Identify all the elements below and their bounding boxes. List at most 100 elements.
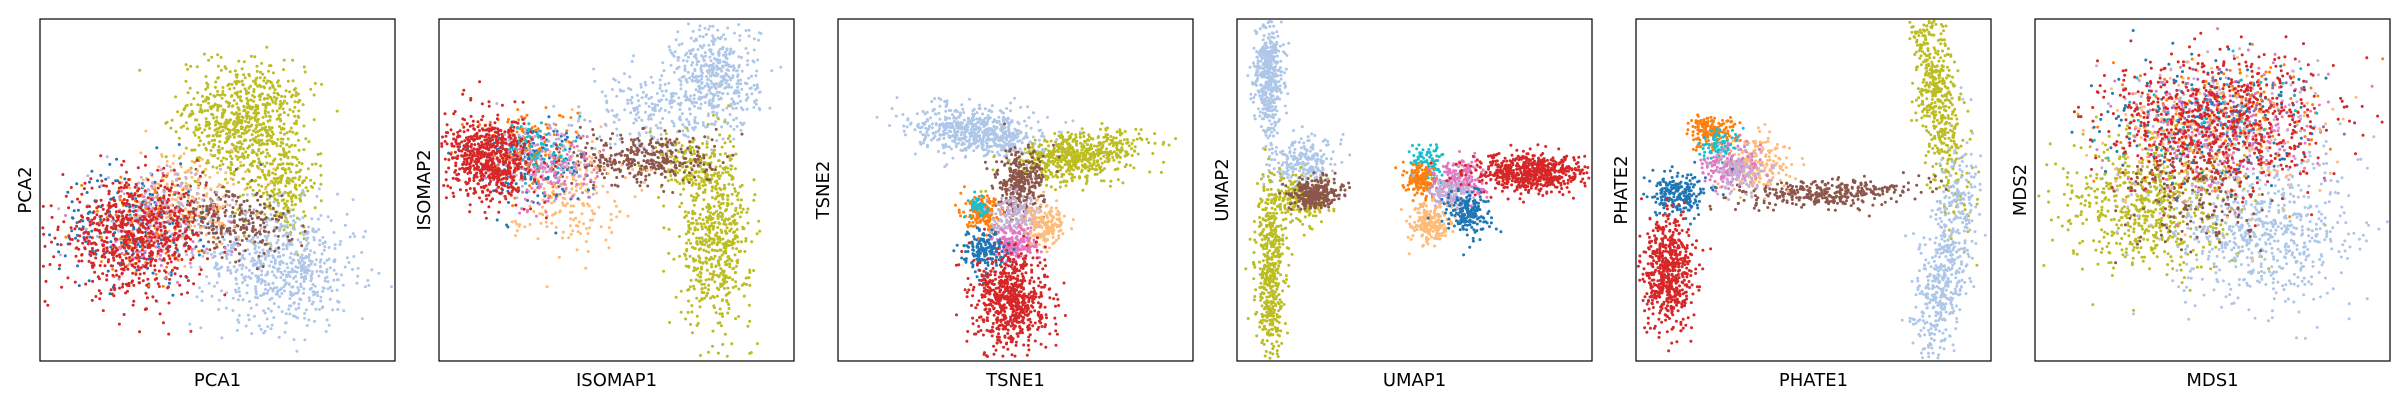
isomap-scatter-point [615, 94, 619, 98]
isomap-scatter-point [628, 171, 632, 175]
pca-scatter-point [267, 69, 271, 73]
pca-scatter-point [251, 188, 255, 192]
pca-scatter-point [275, 109, 279, 113]
isomap-scatter-point [668, 101, 672, 105]
pca-scatter-point [137, 255, 141, 259]
isomap-scatter-point [736, 101, 740, 105]
isomap-scatter-point [735, 194, 739, 198]
isomap-scatter-point [647, 117, 651, 121]
pca-scatter-point [123, 223, 127, 226]
isomap-scatter-point [684, 317, 688, 321]
pca-scatter-point [69, 226, 73, 230]
pca-scatter-point [259, 217, 263, 221]
pca-scatter-point [257, 111, 261, 115]
pca-scatter-point [191, 240, 195, 244]
isomap-scatter-point [681, 123, 685, 127]
isomap-scatter-point [623, 153, 627, 157]
isomap-scatter-point [688, 171, 691, 175]
pca-scatter-point [302, 124, 306, 128]
isomap-scatter-point [632, 54, 636, 58]
pca-scatter-point [138, 272, 142, 276]
pca-scatter-point [221, 162, 225, 166]
pca-scatter-point [117, 214, 121, 218]
pca-scatter-point [86, 174, 90, 178]
pca-scatter-point [134, 261, 138, 265]
pca-scatter-point [151, 295, 155, 299]
isomap-scatter-point [736, 85, 740, 89]
pca-scatter-point [89, 254, 93, 257]
pca-scatter-point [242, 109, 246, 113]
pca-scatter-point [242, 211, 246, 215]
pca-scatter-point [52, 255, 56, 259]
pca-scatter-point [210, 55, 214, 59]
isomap-scatter-point [734, 152, 738, 156]
isomap-scatter-point [694, 218, 698, 222]
pca-scatter-point [106, 230, 110, 234]
pca-scatter-point [320, 82, 324, 86]
pca-scatter-point [175, 218, 179, 222]
pca-scatter-point [191, 148, 195, 152]
pca-scatter-point [261, 248, 265, 252]
pca-scatter-point [153, 268, 157, 272]
pca-scatter-point [70, 216, 74, 220]
isomap-scatter-point [663, 175, 667, 179]
pca-scatter-point [332, 278, 336, 282]
pca-scatter-point [310, 260, 314, 264]
pca-scatter-point [193, 160, 197, 164]
pca-scatter-point [85, 191, 89, 194]
pca-scatter-point [243, 138, 247, 142]
isomap-scatter-point [630, 101, 634, 105]
pca-scatter-point [239, 164, 243, 168]
pca-scatter-point [74, 254, 78, 258]
isomap-scatter-point [730, 164, 734, 168]
pca-scatter-point [232, 170, 236, 174]
pca-scatter-point [279, 178, 283, 182]
isomap-scatter-point [720, 47, 724, 51]
pca-scatter-point [204, 183, 208, 187]
pca-scatter-point [247, 128, 251, 132]
pca-scatter-point [336, 299, 340, 303]
pca-scatter-point [214, 123, 217, 127]
isomap-scatter-point [656, 103, 660, 107]
isomap-scatter-point [727, 303, 731, 306]
isomap-scatter-point [740, 56, 743, 59]
pca-scatter-point [177, 191, 181, 195]
pca-scatter-point [158, 312, 162, 316]
isomap-scatter-point [644, 101, 648, 105]
pca-scatter-point [243, 257, 246, 261]
pca-scatter-point [294, 275, 298, 278]
pca-scatter-point [154, 245, 158, 249]
pca-scatter-point [114, 219, 118, 223]
pca-scatter-point [182, 152, 186, 156]
isomap-scatter-point [735, 264, 738, 268]
pca-scatter-point [276, 218, 280, 222]
pca-scatter-point [275, 214, 279, 218]
pca-scatter-point [135, 248, 139, 252]
pca-scatter-point [173, 190, 177, 194]
isomap-scatter-point [698, 34, 702, 38]
pca-scatter-point [178, 229, 182, 233]
isomap-scatter-point [609, 137, 612, 141]
pca-scatter-point [329, 219, 333, 223]
pca-scatter-point [185, 103, 189, 107]
pca-scatter-point [99, 214, 103, 218]
pca-scatter-point [280, 292, 284, 295]
isomap-scatter-point [718, 321, 722, 325]
pca-scatter-point [268, 118, 272, 122]
isomap-scatter-point [650, 95, 653, 99]
pca-scatter-point [227, 105, 231, 108]
pca-scatter-point [172, 154, 176, 158]
isomap-scatter-point [736, 198, 740, 202]
pca-scatter-point [250, 217, 254, 221]
pca-scatter-point [220, 159, 223, 163]
isomap-scatter-point [657, 196, 660, 199]
isomap-scatter-point [739, 99, 742, 103]
pca-scatter-point [269, 260, 273, 264]
pca-scatter-point [285, 218, 289, 222]
pca-scatter-point [129, 218, 133, 222]
pca-scatter-point [130, 258, 134, 262]
isomap-scatter-point [620, 140, 624, 144]
pca-scatter-point [239, 98, 243, 102]
isomap-scatter-point [703, 135, 707, 139]
pca-scatter-point [176, 215, 180, 219]
